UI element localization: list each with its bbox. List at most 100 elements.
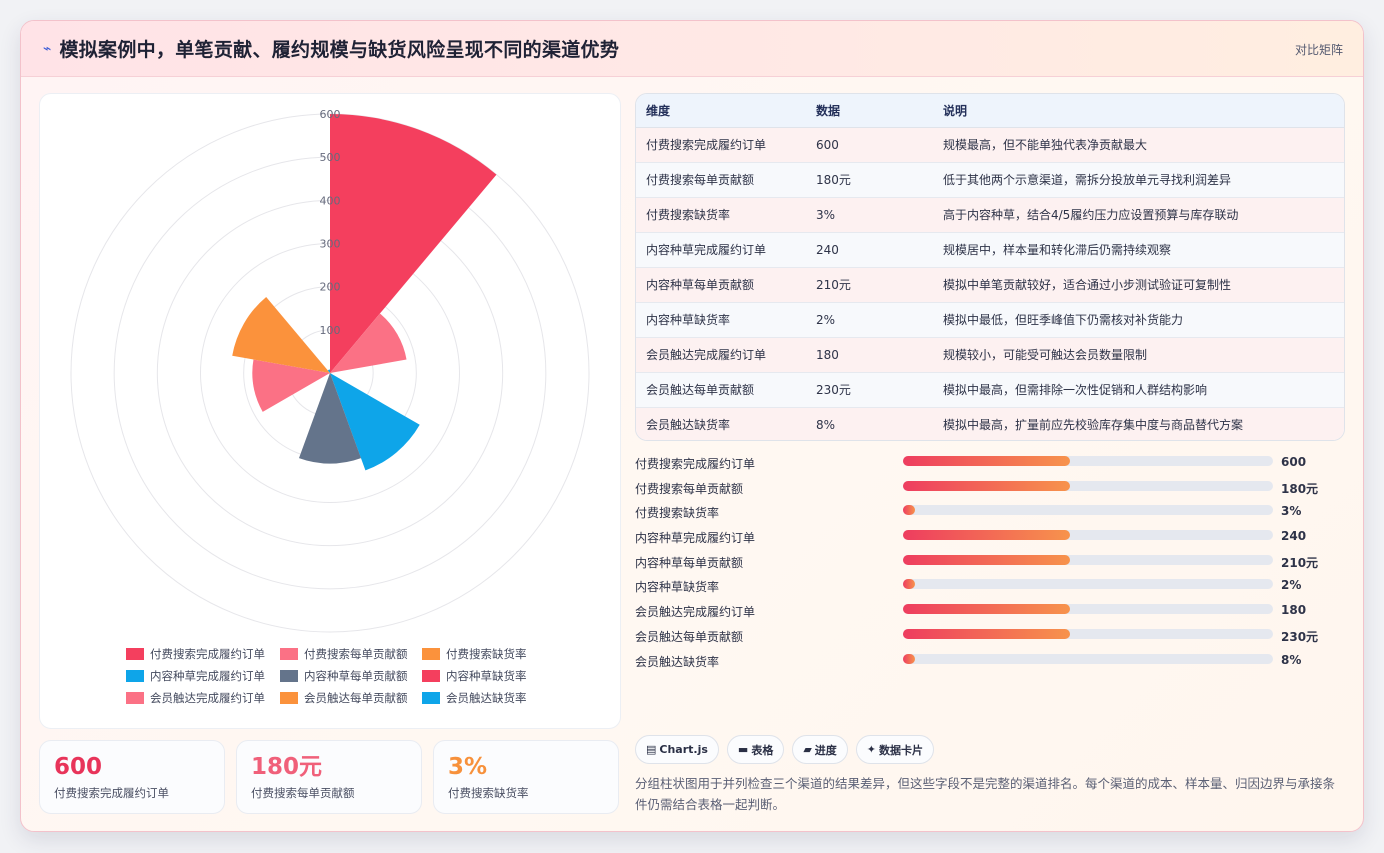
table-cell: 内容种草完成履约订单 [636, 232, 806, 268]
table-cell: 模拟中最高，扩量前应先校验库存集中度与商品替代方案 [933, 407, 1344, 440]
table-cell: 付费搜索缺货率 [636, 197, 806, 233]
tick-label: 400 [320, 194, 341, 207]
tag-label: 数据卡片 [879, 743, 924, 757]
progress-value: 3% [1281, 504, 1302, 519]
note-text: 分组柱状图用于并列检查三个渠道的结果差异，但这些字段不是完整的渠道排名。每个渠道… [635, 776, 1336, 812]
legend-item[interactable]: 内容种草每单贡献额 [280, 668, 422, 684]
progress-track [903, 480, 1273, 491]
table-cell: 付费搜索完成履约订单 [636, 127, 806, 163]
tag-table[interactable]: ▬ 表格 [726, 735, 785, 764]
legend-label: 内容种草每单贡献额 [304, 669, 408, 683]
progress-label: 付费搜索每单贡献额 [635, 481, 744, 496]
tick-label: 200 [320, 281, 341, 294]
progress-label: 内容种草缺货率 [635, 580, 720, 595]
table-cell: 规模居中，样本量和转化滞后仍需持续观察 [933, 232, 1344, 268]
kpi-card-orders: 600 付费搜索完成履约订单 [39, 740, 225, 814]
table-cell: 规模较小，可能受可触达会员数量限制 [933, 337, 1344, 373]
table-cell: 高于内容种草，结合4/5履约压力应设置预算与库存联动 [933, 197, 1344, 233]
kpi-label: 付费搜索完成履约订单 [54, 786, 169, 800]
progress-row: 付费搜索每单贡献额 180元 [635, 476, 1345, 501]
progress-track [903, 456, 1273, 466]
chart-icon: ▤ [646, 743, 657, 756]
progress-track [903, 653, 1273, 664]
chart-legend: 付费搜索完成履约订单 付费搜索每单贡献额 付费搜索缺货率内容种草完成履约订单 内容种草… [126, 646, 546, 706]
tag-chart[interactable]: ▤ Chart.js [635, 735, 719, 764]
progress-value: 180元 [1281, 481, 1319, 496]
legend-item[interactable]: 会员触达完成履约订单 [126, 690, 280, 706]
progress-label: 付费搜索缺货率 [635, 506, 720, 521]
legend-item[interactable]: 付费搜索完成履约订单 [126, 646, 280, 662]
legend-item[interactable]: 付费搜索每单贡献额 [280, 646, 422, 662]
legend-swatch [422, 648, 440, 660]
dashboard-card: ⌁ 模拟案例中，单笔贡献、履约规模与缺货风险呈现不同的渠道优势 对比矩阵 600… [20, 20, 1364, 832]
table-row: 付费搜索每单贡献额 180元 低于其他两个示意渠道，需拆分投放单元寻找利润差异 [636, 162, 1344, 198]
table-cell: 内容种草缺货率 [636, 302, 806, 338]
legend-label: 内容种草完成履约订单 [150, 669, 265, 683]
progress-label: 会员触达每单贡献额 [635, 629, 744, 644]
polar-area-chart: 600 500 400 300 200 100 [70, 108, 590, 633]
polar-slice [327, 369, 330, 373]
progress-row: 会员触达每单贡献额 230元 [635, 624, 1345, 649]
table-cell: 模拟中最低，但旺季峰值下仍需核对补货能力 [933, 302, 1344, 338]
tick-label: 500 [320, 151, 341, 164]
progress-track [903, 628, 1273, 639]
table-cell: 会员触达缺货率 [636, 407, 806, 440]
progress-row: 内容种草缺货率 2% [635, 574, 1345, 599]
legend-label: 会员触达完成履约订单 [150, 691, 265, 705]
bolt-icon: ⌁ [43, 40, 52, 57]
tag-progress[interactable]: ▰ 进度 [792, 735, 848, 764]
progress-row: 付费搜索缺货率 3% [635, 500, 1345, 525]
tag-card[interactable]: ✦ 数据卡片 [855, 735, 935, 764]
tick-label: 100 [320, 324, 341, 337]
progress-fill [903, 554, 1070, 565]
card-icon: ✦ [866, 743, 877, 756]
kpi-label: 付费搜索每单贡献额 [251, 786, 355, 800]
table-cell: 模拟中单笔贡献较好，适合通过小步测试验证可复制性 [933, 267, 1344, 303]
progress-value: 230元 [1281, 629, 1319, 644]
legend-swatch [422, 670, 440, 682]
polar-slice [252, 359, 330, 412]
progress-track [903, 530, 1273, 541]
data-table: 维度 数据 说明 付费搜索完成履约订单 600 规模最高，但不能单独代表净贡献最大付… [635, 93, 1345, 441]
kpi-value: 180元 [251, 754, 323, 780]
kpi-value: 600 [54, 754, 103, 780]
legend-swatch [280, 692, 298, 704]
progress-fill [903, 456, 1070, 466]
table-cell: 会员触达完成履约订单 [636, 337, 806, 373]
polar-slice [329, 373, 330, 374]
legend-item[interactable]: 付费搜索缺货率 [422, 646, 546, 662]
table-cell: 内容种草每单贡献额 [636, 267, 806, 303]
legend-swatch [126, 670, 144, 682]
legend-item[interactable]: 会员触达每单贡献额 [280, 690, 422, 706]
progress-row: 内容种草每单贡献额 210元 [635, 550, 1345, 575]
table-row: 付费搜索缺货率 3% 高于内容种草，结合4/5履约压力应设置预算与库存联动 [636, 197, 1344, 233]
progress-icon: ▰ [803, 743, 812, 756]
table-header-cell: 数据 [806, 94, 933, 128]
polar-slice [330, 372, 332, 374]
header-right-label: 对比矩阵 [1294, 43, 1343, 57]
progress-fill [903, 579, 915, 590]
legend-item[interactable]: 内容种草缺货率 [422, 668, 546, 684]
legend-swatch [280, 670, 298, 682]
table-header-cell: 维度 [636, 94, 806, 128]
legend-swatch [422, 692, 440, 704]
legend-label: 付费搜索完成履约订单 [150, 647, 265, 661]
table-cell: 240 [806, 232, 933, 268]
progress-label: 付费搜索完成履约订单 [635, 457, 756, 471]
progress-row: 会员触达缺货率 8% [635, 649, 1345, 674]
table-cell: 600 [806, 127, 933, 163]
progress-label: 会员触达缺货率 [635, 654, 720, 669]
tick-label: 300 [320, 238, 341, 251]
table-icon: ▬ [737, 743, 749, 756]
progress-row: 会员触达完成履约订单 180 [635, 599, 1345, 624]
header-bar: ⌁ 模拟案例中，单笔贡献、履约规模与缺货风险呈现不同的渠道优势 对比矩阵 [21, 21, 1363, 77]
legend-item[interactable]: 内容种草完成履约订单 [126, 668, 280, 684]
progress-label: 会员触达完成履约订单 [635, 605, 756, 620]
table-cell: 低于其他两个示意渠道，需拆分投放单元寻找利润差异 [933, 162, 1344, 198]
legend-item[interactable]: 会员触达缺货率 [422, 690, 546, 706]
tag-label: 进度 [814, 743, 837, 757]
kpi-value: 3% [448, 754, 488, 780]
table-cell: 180元 [806, 162, 933, 198]
table-cell: 8% [806, 407, 933, 440]
progress-label: 内容种草每单贡献额 [635, 555, 744, 570]
